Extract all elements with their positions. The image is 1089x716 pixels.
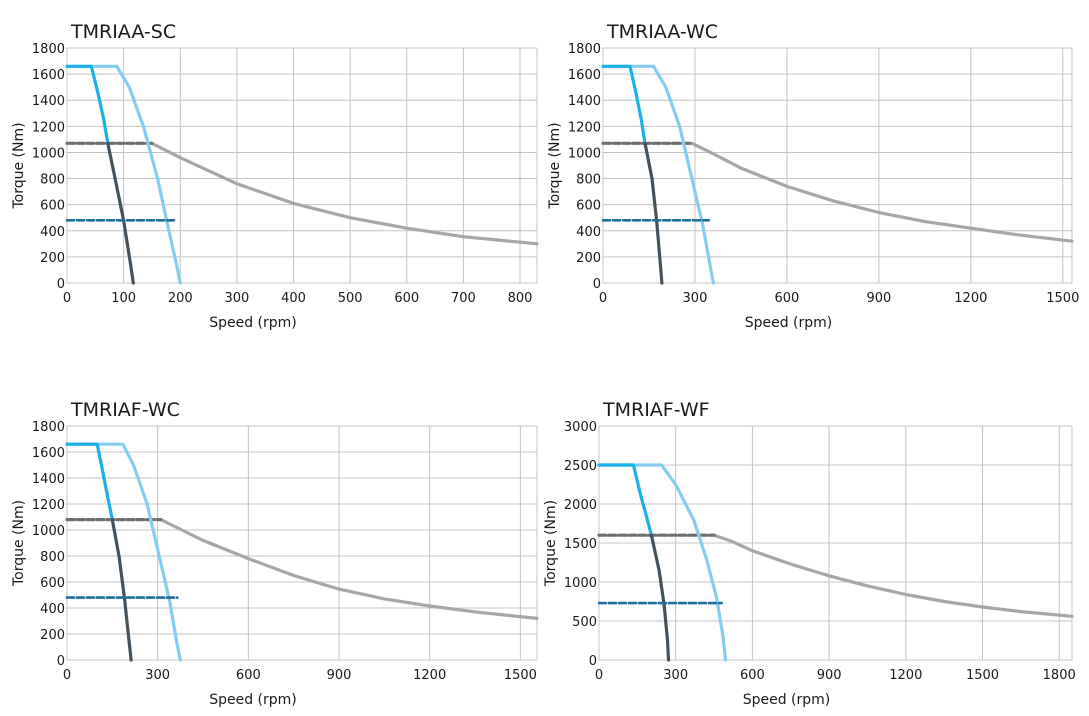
y-tick-label: 800 bbox=[40, 173, 65, 188]
chart-panel-1: 0 200 400 600 800 1000 1200 1400 1600 1800 0 100 200… bbox=[11, 21, 539, 331]
y-tick-label: 1600 bbox=[32, 446, 65, 461]
x-tick-label: 300 bbox=[145, 668, 170, 683]
y-tick-label: 1000 bbox=[564, 576, 597, 591]
y-tick-label: 3000 bbox=[564, 420, 597, 435]
x-tick-label: 600 bbox=[394, 291, 419, 306]
x-tick-label: 0 bbox=[599, 291, 607, 306]
x-axis-label: Speed (rpm) bbox=[745, 315, 833, 331]
x-tick-label: 700 bbox=[451, 291, 476, 306]
x-tick-label: 300 bbox=[663, 668, 688, 683]
series-line-light-blue bbox=[597, 463, 728, 662]
y-tick-label: 1400 bbox=[32, 472, 65, 487]
series-line-blue bbox=[597, 463, 654, 537]
x-tick-label: 600 bbox=[236, 668, 261, 683]
y-tick-label: 500 bbox=[572, 615, 597, 630]
x-tick-label: 1200 bbox=[413, 668, 446, 683]
y-tick-label: 1000 bbox=[32, 524, 65, 539]
series-line-blue bbox=[601, 64, 647, 145]
y-tick-label: 1200 bbox=[32, 498, 65, 513]
y-axis-label: Torque (Nm) bbox=[547, 122, 563, 209]
y-tick-label: 400 bbox=[40, 602, 65, 617]
y-tick-label: 0 bbox=[589, 654, 597, 669]
x-tick-label: 200 bbox=[168, 291, 193, 306]
y-tick-label: 400 bbox=[576, 225, 601, 240]
y-axis-label: Torque (Nm) bbox=[11, 500, 27, 587]
x-tick-label: 0 bbox=[63, 291, 71, 306]
x-tick-label: 1500 bbox=[1046, 291, 1079, 306]
y-tick-label: 0 bbox=[57, 654, 65, 669]
series-line-gray-solid bbox=[150, 141, 539, 246]
series-line-light-blue bbox=[65, 64, 182, 285]
y-tick-label: 1800 bbox=[568, 42, 601, 57]
series-line-light-blue bbox=[65, 442, 182, 662]
y-tick-label: 1600 bbox=[32, 68, 65, 83]
x-tick-label: 900 bbox=[817, 668, 842, 683]
x-tick-label: 900 bbox=[866, 291, 891, 306]
y-tick-label: 200 bbox=[40, 251, 65, 266]
y-tick-label: 1600 bbox=[568, 68, 601, 83]
y-tick-label: 400 bbox=[40, 225, 65, 240]
x-tick-label: 300 bbox=[224, 291, 249, 306]
x-tick-label: 1200 bbox=[889, 668, 922, 683]
y-tick-label: 600 bbox=[40, 576, 65, 591]
y-tick-label: 200 bbox=[576, 251, 601, 266]
y-axis-label: Torque (Nm) bbox=[543, 500, 559, 587]
y-tick-label: 1200 bbox=[568, 120, 601, 135]
series-line-dark-slate bbox=[110, 517, 133, 662]
y-tick-label: 2500 bbox=[564, 459, 597, 474]
x-tick-label: 0 bbox=[63, 668, 71, 683]
y-tick-label: 1000 bbox=[568, 146, 601, 161]
y-tick-label: 600 bbox=[576, 199, 601, 214]
x-tick-label: 300 bbox=[683, 291, 708, 306]
chart-title: TMRIAA-SC bbox=[70, 21, 176, 43]
series-line-gray-solid bbox=[712, 533, 1074, 618]
y-tick-label: 1800 bbox=[32, 42, 65, 57]
y-tick-label: 1000 bbox=[32, 146, 65, 161]
x-axis-label: Speed (rpm) bbox=[743, 692, 831, 708]
chart-title: TMRIAF-WF bbox=[602, 399, 710, 421]
series-line-blue bbox=[65, 64, 110, 145]
x-axis-label: Speed (rpm) bbox=[209, 315, 297, 331]
chart-title: TMRIAF-WC bbox=[70, 399, 180, 421]
x-tick-label: 900 bbox=[327, 668, 352, 683]
series-line-gray-solid bbox=[690, 141, 1074, 243]
series-line-dark-slate bbox=[643, 141, 664, 285]
y-axis-label: Torque (Nm) bbox=[11, 122, 27, 209]
x-tick-label: 0 bbox=[595, 668, 603, 683]
y-tick-label: 800 bbox=[40, 550, 65, 565]
chart-panel-2: 0 200 400 600 800 1000 1200 1400 1600 1800 0 300 600… bbox=[547, 21, 1079, 331]
x-tick-label: 400 bbox=[281, 291, 306, 306]
y-tick-label: 1400 bbox=[568, 94, 601, 109]
x-tick-label: 100 bbox=[111, 291, 136, 306]
series-line-light-blue bbox=[601, 64, 716, 285]
y-tick-label: 800 bbox=[576, 173, 601, 188]
x-tick-label: 500 bbox=[338, 291, 363, 306]
y-tick-label: 1800 bbox=[32, 420, 65, 435]
y-tick-label: 1500 bbox=[564, 537, 597, 552]
series-line-blue bbox=[65, 442, 114, 522]
chart-panel-4: 0 500 1000 1500 2000 2500 3000 0 300 600 900 1200 15… bbox=[543, 399, 1076, 708]
series-line-gray-solid bbox=[159, 517, 539, 621]
series-line-dark-slate bbox=[106, 141, 135, 285]
x-tick-label: 600 bbox=[740, 668, 765, 683]
y-tick-label: 2000 bbox=[564, 498, 597, 513]
x-tick-label: 800 bbox=[508, 291, 533, 306]
series-line-dark-slate bbox=[649, 533, 671, 662]
x-tick-label: 1200 bbox=[954, 291, 987, 306]
x-tick-label: 1500 bbox=[966, 668, 999, 683]
y-tick-label: 0 bbox=[57, 277, 65, 292]
x-tick-label: 1800 bbox=[1043, 668, 1076, 683]
x-axis-label: Speed (rpm) bbox=[209, 692, 297, 708]
y-tick-label: 1200 bbox=[32, 120, 65, 135]
x-tick-label: 1500 bbox=[504, 668, 537, 683]
y-tick-label: 0 bbox=[593, 277, 601, 292]
x-tick-label: 600 bbox=[775, 291, 800, 306]
y-tick-label: 1400 bbox=[32, 94, 65, 109]
chart-panel-3: 0 200 400 600 800 1000 1200 1400 1600 1800 0 300 600… bbox=[11, 399, 539, 708]
chart-title: TMRIAA-WC bbox=[606, 21, 718, 43]
y-tick-label: 600 bbox=[40, 199, 65, 214]
y-tick-label: 200 bbox=[40, 628, 65, 643]
